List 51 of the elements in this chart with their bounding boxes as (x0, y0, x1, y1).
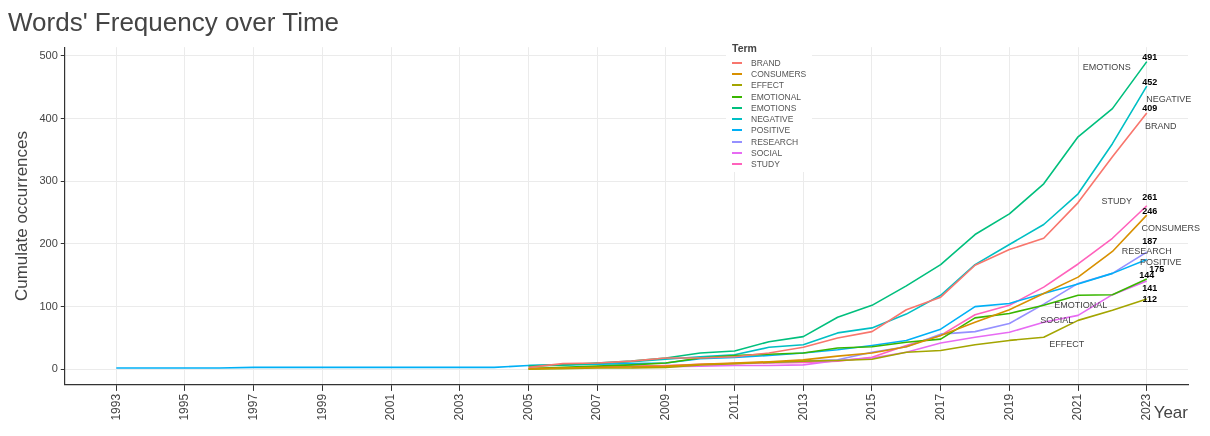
y-tick-label: 0 (51, 362, 58, 375)
x-tick-label: 2015 (864, 393, 879, 421)
x-tick-label: 2019 (1001, 393, 1016, 421)
text: BRAND (1145, 121, 1177, 132)
y-tick-label: 300 (39, 174, 58, 187)
data-label: 452 (1142, 76, 1158, 87)
legend-label: CONSUMERS (751, 68, 807, 79)
legend-label: SOCIAL (751, 148, 783, 159)
y-tick-label: 200 (39, 236, 58, 249)
data-label: 491 (1142, 52, 1158, 63)
text: EMOTIONS (1082, 62, 1131, 73)
legend-label: EFFECT (751, 80, 785, 91)
data-label: 409 (1142, 103, 1158, 114)
data-label: 112 (1142, 293, 1158, 304)
legend-title: Term (732, 42, 758, 54)
x-tick-label: 1999 (314, 393, 329, 421)
x-tick-label: 2005 (520, 393, 535, 421)
text: STUDY (1101, 196, 1133, 207)
x-tick-label: 2017 (932, 393, 947, 421)
data-label: 187 (1142, 235, 1158, 246)
chart-title: Words' Frequency over Time (8, 6, 340, 37)
x-tick-label: 2007 (589, 393, 604, 421)
x-tick-label: 2013 (795, 393, 810, 421)
legend-label: BRAND (751, 57, 781, 68)
data-label: 246 (1142, 205, 1158, 216)
x-tick-label: 2021 (1070, 393, 1085, 421)
y-tick-label: 100 (39, 299, 58, 312)
text: CONSUMERS (1141, 222, 1201, 233)
data-label: 141 (1142, 283, 1158, 294)
legend-label: EMOTIONS (751, 102, 797, 113)
x-tick-label: 2009 (658, 393, 673, 421)
data-label: 261 (1142, 192, 1158, 203)
x-tick-label: 2003 (452, 393, 467, 421)
text: RESEARCH (1121, 245, 1172, 256)
legend-label: NEGATIVE (751, 114, 794, 125)
y-axis-title: Cumulate occurrences (11, 131, 31, 302)
text: NEGATIVE (1146, 93, 1192, 104)
x-tick-label: 1993 (108, 393, 123, 421)
x-axis-title: Year (1153, 403, 1189, 423)
y-tick-label: 400 (39, 111, 58, 124)
x-tick-label: 2023 (1139, 393, 1154, 421)
y-tick-label: 500 (39, 49, 58, 61)
legend-label: EMOTIONAL (751, 91, 802, 102)
x-tick-label: 2001 (383, 393, 398, 421)
legend-label: STUDY (751, 159, 780, 170)
x-tick-label: 1997 (245, 393, 260, 421)
legend-label: POSITIVE (751, 125, 791, 136)
legend-label: RESEARCH (751, 136, 799, 147)
text: EFFECT (1049, 338, 1085, 349)
x-tick-label: 1995 (177, 393, 192, 421)
x-tick-label: 2011 (726, 393, 741, 420)
